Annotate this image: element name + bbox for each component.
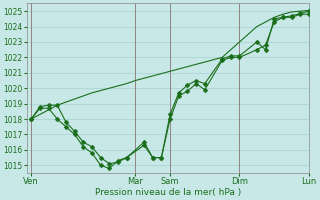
X-axis label: Pression niveau de la mer( hPa ): Pression niveau de la mer( hPa ) (95, 188, 241, 197)
